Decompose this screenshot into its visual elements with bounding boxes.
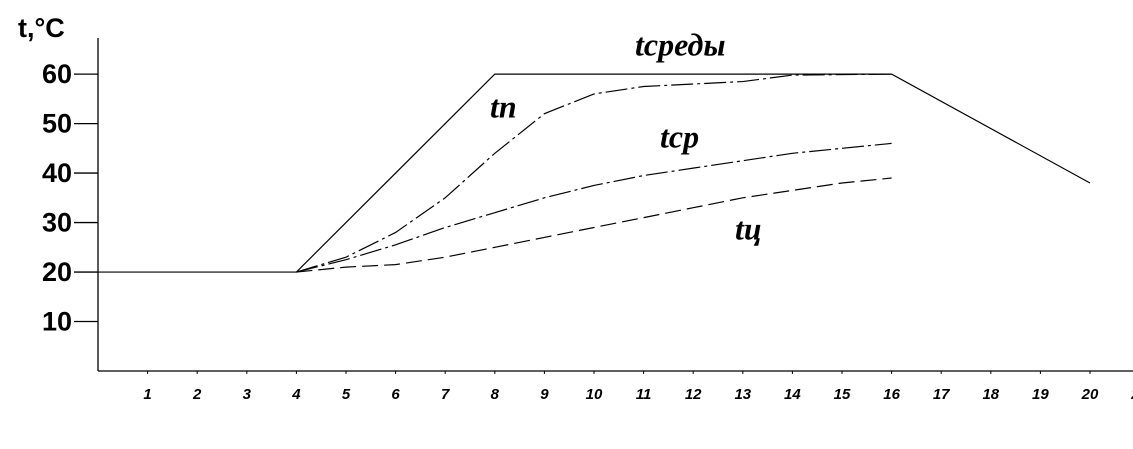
y-tick-label: 40 bbox=[42, 158, 72, 188]
x-tick-label: 7 bbox=[441, 386, 450, 403]
series-line bbox=[296, 73, 892, 273]
y-axis-label: t,°C bbox=[18, 13, 65, 43]
series-label: tп bbox=[490, 88, 517, 124]
x-tick-label: 17 bbox=[933, 386, 950, 403]
series-line bbox=[296, 142, 892, 273]
x-tick-label: 4 bbox=[291, 386, 301, 403]
series-label: tц bbox=[735, 210, 762, 246]
y-tick-label: 60 bbox=[42, 59, 72, 89]
x-tick-label: 13 bbox=[734, 386, 751, 403]
series-line bbox=[296, 177, 892, 273]
x-tick-label: 19 bbox=[1032, 386, 1049, 403]
x-tick-label: 9 bbox=[540, 386, 549, 403]
x-tick-label: 3 bbox=[243, 386, 252, 403]
x-tick-label: 12 bbox=[685, 386, 702, 403]
x-tick-label: 8 bbox=[491, 386, 500, 403]
x-tick-label: 20 bbox=[1081, 386, 1099, 403]
series-label: tсреды bbox=[635, 26, 726, 62]
series-label: tср bbox=[660, 118, 699, 154]
x-tick-label: 6 bbox=[391, 386, 400, 403]
x-tick-label: 15 bbox=[834, 386, 851, 403]
y-tick-label: 30 bbox=[42, 208, 72, 238]
x-tick-label: 2 bbox=[192, 386, 202, 403]
x-tick-label: 21 bbox=[1130, 386, 1133, 403]
x-tick-label: 16 bbox=[883, 386, 900, 403]
x-tick-label: 1 bbox=[143, 386, 151, 403]
x-tick-label: 11 bbox=[636, 386, 652, 403]
x-tick-label: 14 bbox=[784, 386, 801, 403]
y-tick-label: 10 bbox=[42, 307, 72, 337]
y-tick-label: 20 bbox=[42, 257, 72, 287]
series-line bbox=[98, 73, 1091, 273]
y-tick-label: 50 bbox=[42, 109, 72, 139]
x-tick-label: 18 bbox=[982, 386, 999, 403]
x-tick-label: 5 bbox=[342, 386, 351, 403]
x-tick-label: 10 bbox=[586, 386, 603, 403]
